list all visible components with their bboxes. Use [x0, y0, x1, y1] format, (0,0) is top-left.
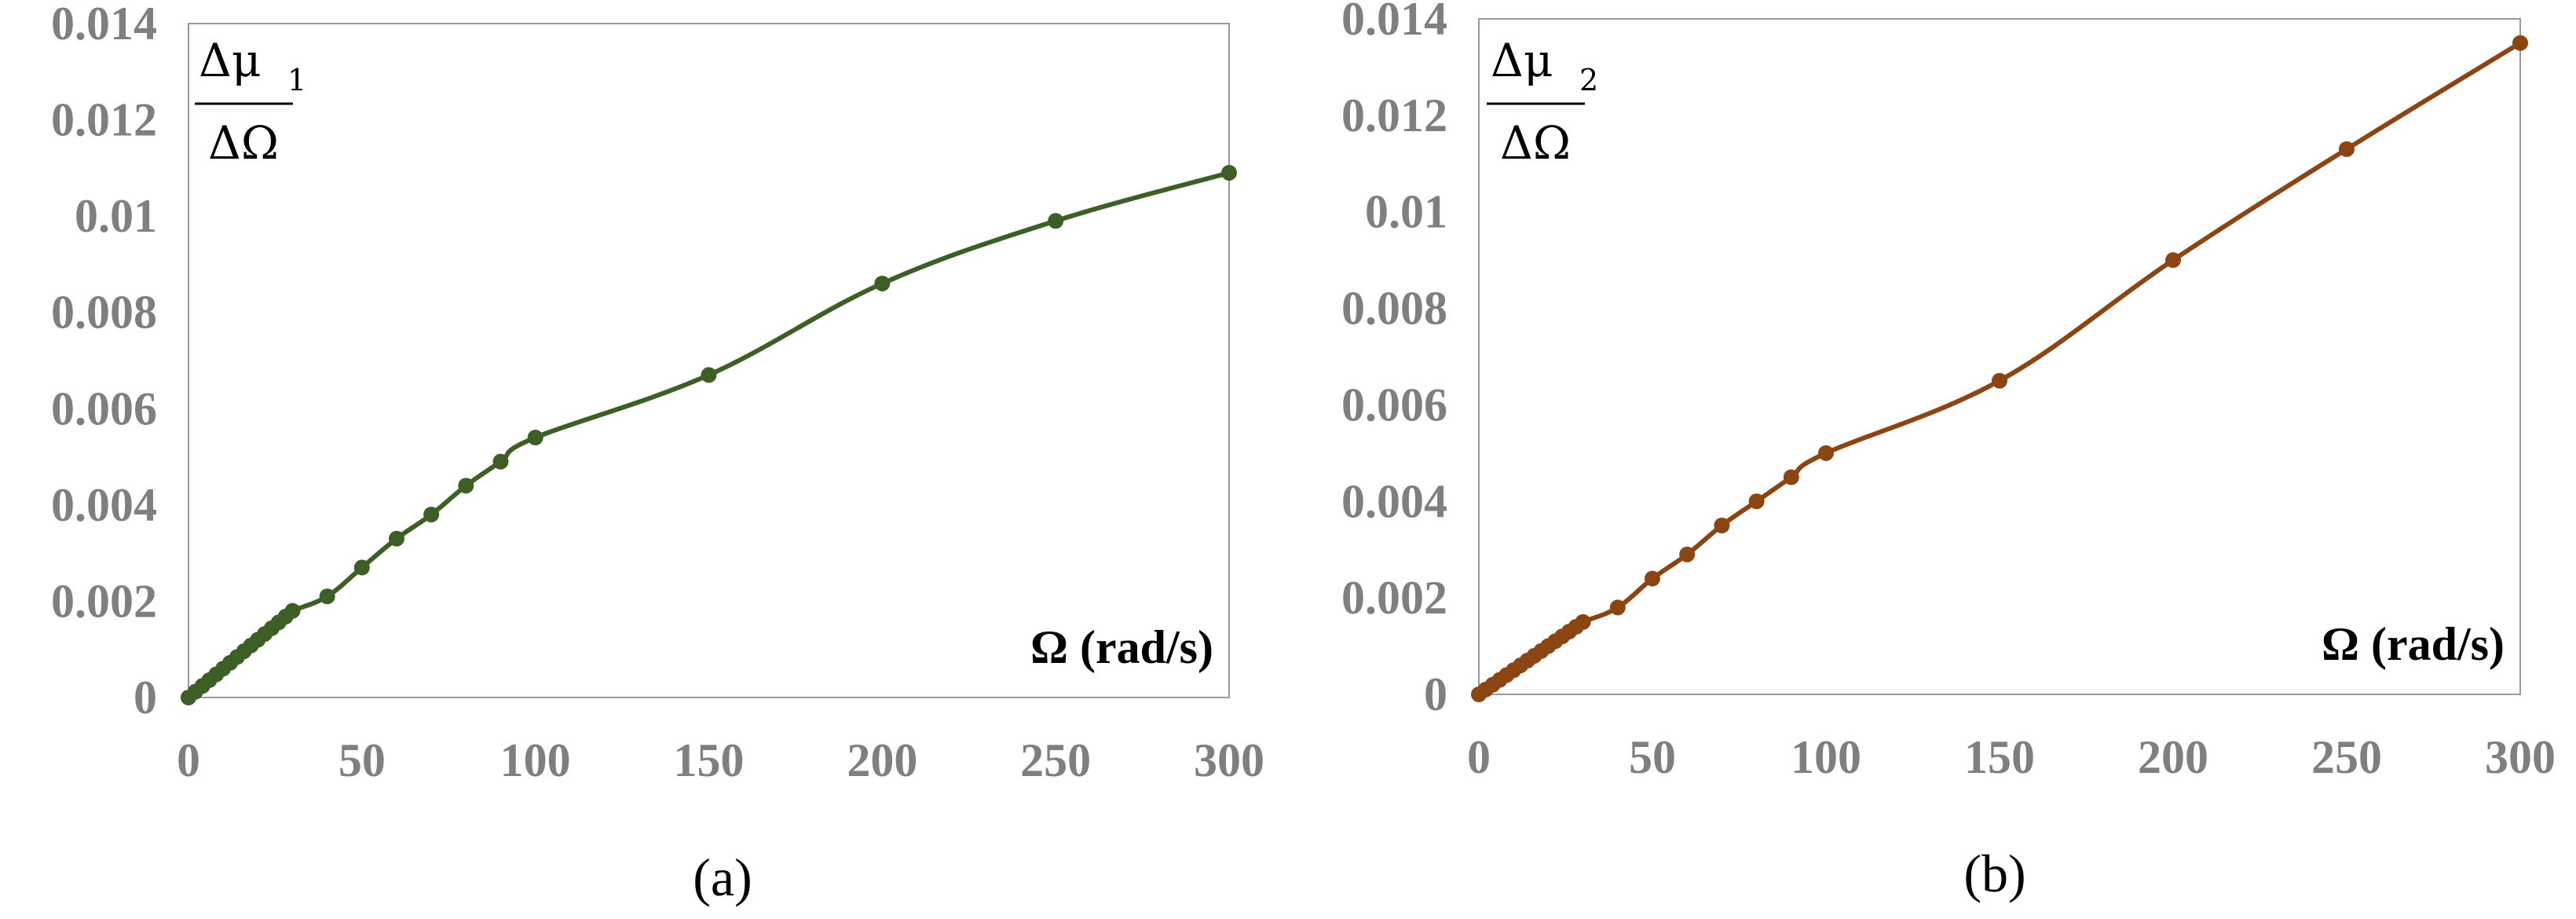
y-label-subscript: 2 — [1579, 63, 1598, 97]
chart-panel-a: 0 0.002 0.004 0.006 0.008 0.01 0.012 0.014 0 50 10… — [51, 0, 1264, 907]
data-point — [701, 367, 717, 383]
y-tick-label: 0.002 — [51, 575, 157, 627]
x-axis-title: Ω (rad/s) — [1030, 621, 1213, 673]
x-tick-label: 250 — [1020, 734, 1091, 786]
x-axis-title: Ω (rad/s) — [2322, 618, 2505, 670]
series-line — [1476, 40, 2523, 697]
y-tick-label: 0.006 — [1341, 379, 1447, 430]
data-point — [1221, 164, 1237, 181]
x-tick-label: 300 — [2485, 731, 2556, 783]
x-tick-label: 250 — [2311, 731, 2382, 783]
y-tick-label: 0.004 — [51, 479, 157, 531]
y-tick-label: 0 — [1424, 668, 1447, 720]
x-tick-label: 150 — [674, 734, 745, 786]
data-point — [423, 507, 440, 523]
data-point — [1679, 546, 1696, 562]
x-tick-label: 50 — [1629, 731, 1676, 783]
data-point — [874, 275, 891, 291]
data-point — [2512, 35, 2528, 51]
x-tick-label: 50 — [338, 734, 386, 786]
y-label-denominator: ΔΩ — [1500, 116, 1571, 170]
data-point — [1714, 518, 1730, 533]
y-tick-label: 0.01 — [75, 190, 157, 242]
x-tick-label: 200 — [847, 734, 917, 786]
plot-area-border — [188, 23, 1230, 698]
y-tick-label: 0.008 — [1341, 283, 1447, 335]
y-axis-label: Δμ 1ΔΩ — [195, 34, 306, 170]
data-point — [2339, 141, 2355, 157]
y-tick-label: 0.004 — [1341, 475, 1447, 527]
y-label-subscript: 1 — [287, 63, 306, 97]
x-tick-label: 0 — [1467, 731, 1491, 783]
y-tick-label: 0.008 — [51, 287, 157, 339]
data-point — [1992, 372, 2007, 389]
y-label-denominator: ΔΩ — [208, 116, 279, 170]
data-point — [492, 453, 509, 470]
data-point — [1048, 213, 1064, 229]
y-tick-label: 0.01 — [1365, 186, 1447, 238]
x-tick-label: 200 — [2138, 731, 2208, 783]
data-point — [319, 588, 335, 605]
y-tick-label: 0.012 — [51, 94, 157, 146]
y-tick-label: 0 — [134, 672, 157, 723]
y-label-numerator: Δμ — [199, 34, 262, 87]
x-tick-label: 150 — [1964, 731, 2035, 783]
x-tick-label: 100 — [500, 734, 571, 786]
data-point — [284, 602, 301, 619]
data-point — [1645, 570, 1660, 587]
data-point — [1748, 493, 1765, 510]
chart-panel-b: 0 0.002 0.004 0.006 0.008 0.01 0.012 0.014 0 50 10… — [1341, 0, 2556, 903]
data-point — [527, 430, 543, 446]
y-label-numerator: Δμ — [1491, 34, 1553, 87]
y-tick-label: 0.014 — [51, 0, 157, 49]
y-tick-label: 0.012 — [1341, 90, 1447, 141]
plot-area-border — [1478, 18, 2521, 695]
panel-label: (b) — [1963, 844, 2025, 903]
x-tick-label: 0 — [177, 734, 200, 786]
x-tick-label: 100 — [1791, 731, 1861, 783]
data-point — [389, 530, 404, 547]
data-point — [2165, 252, 2181, 269]
data-point — [353, 559, 370, 576]
data-point — [458, 478, 474, 494]
y-tick-label: 0.006 — [51, 383, 157, 434]
data-point — [1575, 613, 1591, 630]
data-point — [1818, 445, 1834, 461]
panel-label: (a) — [693, 848, 752, 907]
data-point — [1783, 469, 1799, 485]
x-tick-label: 300 — [1194, 734, 1264, 786]
series-line — [186, 170, 1231, 700]
y-tick-label: 0.014 — [1341, 0, 1447, 45]
data-point — [1609, 599, 1626, 616]
y-axis-label: Δμ 2ΔΩ — [1487, 34, 1598, 170]
y-tick-label: 0.002 — [1341, 572, 1447, 624]
